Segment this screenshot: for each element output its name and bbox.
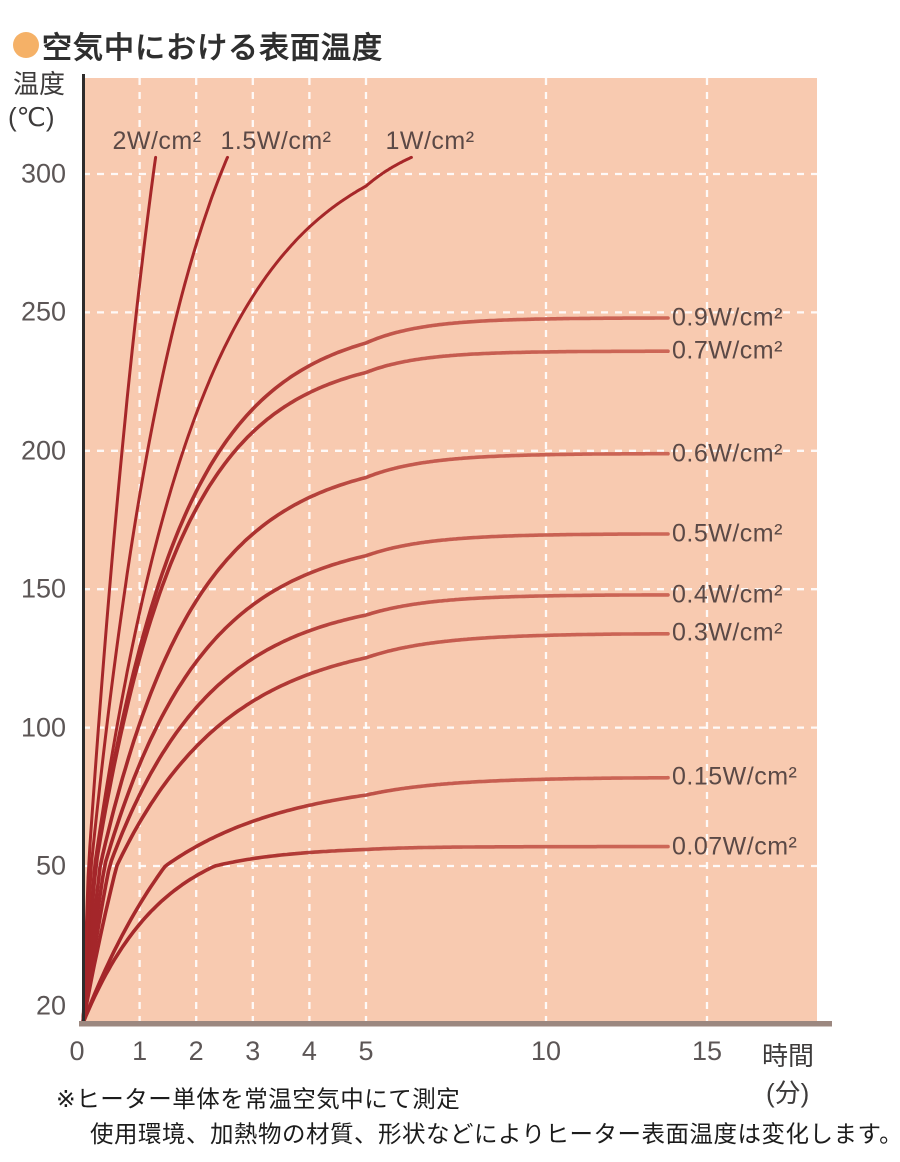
curve-0.07w	[81, 844, 670, 1025]
footnote-measurement-condition: ※ヒーター単体を常温空気中にて測定	[56, 1086, 461, 1112]
footnote-disclaimer: 使用環境、加熱物の材質、形状などによりヒーター表面温度は変化します。	[90, 1121, 900, 1147]
y-tick-label: 150	[20, 573, 66, 604]
y-tick-label: 300	[20, 158, 66, 189]
x-tick-label: 3	[245, 1036, 261, 1066]
curve-2w	[81, 155, 158, 1025]
curve-0.5w	[81, 532, 670, 1025]
curve-0.15w	[81, 775, 670, 1025]
curve-label-2w: 2W/cm²	[112, 127, 202, 155]
x-axis-unit-minutes: (分)	[766, 1078, 810, 1108]
title-bullet-icon	[13, 32, 39, 58]
curve-label-0.4w: 0.4W/cm²	[672, 580, 783, 609]
y-tick-label: 250	[20, 296, 66, 327]
x-axis-line	[79, 1021, 832, 1027]
y-axis-unit-degc: (℃)	[8, 102, 55, 132]
y-tick-label: 200	[20, 435, 66, 466]
x-tick-label: 15	[691, 1036, 723, 1066]
x-axis-unit-time: 時間	[762, 1041, 815, 1071]
curve-1w	[81, 155, 413, 1025]
x-tick-label: 1	[132, 1036, 148, 1066]
curve-0.4w	[81, 593, 670, 1025]
x-tick-label: 5	[358, 1036, 374, 1066]
curve-label-0.6w: 0.6W/cm²	[672, 439, 783, 468]
curve-label-0.3w: 0.3W/cm²	[672, 618, 783, 647]
curve-0.9w	[81, 316, 670, 1025]
curve-0.6w	[81, 451, 670, 1025]
x-tick-label: 4	[301, 1036, 317, 1066]
curve-0.3w	[81, 632, 670, 1025]
y-axis-unit-temperature: 温度	[13, 69, 66, 99]
x-tick-label: 10	[530, 1036, 562, 1066]
curve-label-0.9w: 0.9W/cm²	[672, 303, 783, 332]
curve-label-1.5w: 1.5W/cm²	[220, 127, 332, 155]
curve-label-0.07w: 0.07W/cm²	[672, 832, 798, 861]
curve-0.7w	[81, 349, 670, 1025]
curve-label-0.7w: 0.7W/cm²	[672, 336, 783, 365]
y-tick-label: 50	[35, 850, 66, 881]
x-tick-label: 0	[69, 1036, 85, 1066]
chart-title-text: 空気中における表面温度	[42, 32, 383, 65]
chart-title: 空気中における表面温度	[13, 23, 383, 67]
y-tick-label-origin: 20	[35, 990, 66, 1021]
curve-label-1w: 1W/cm²	[385, 127, 475, 155]
curve-label-0.5w: 0.5W/cm²	[672, 519, 783, 548]
curve-1.5w	[81, 155, 229, 1025]
curve-label-0.15w: 0.15W/cm²	[672, 762, 798, 791]
x-tick-label: 2	[188, 1036, 204, 1066]
y-tick-label: 100	[20, 712, 66, 743]
